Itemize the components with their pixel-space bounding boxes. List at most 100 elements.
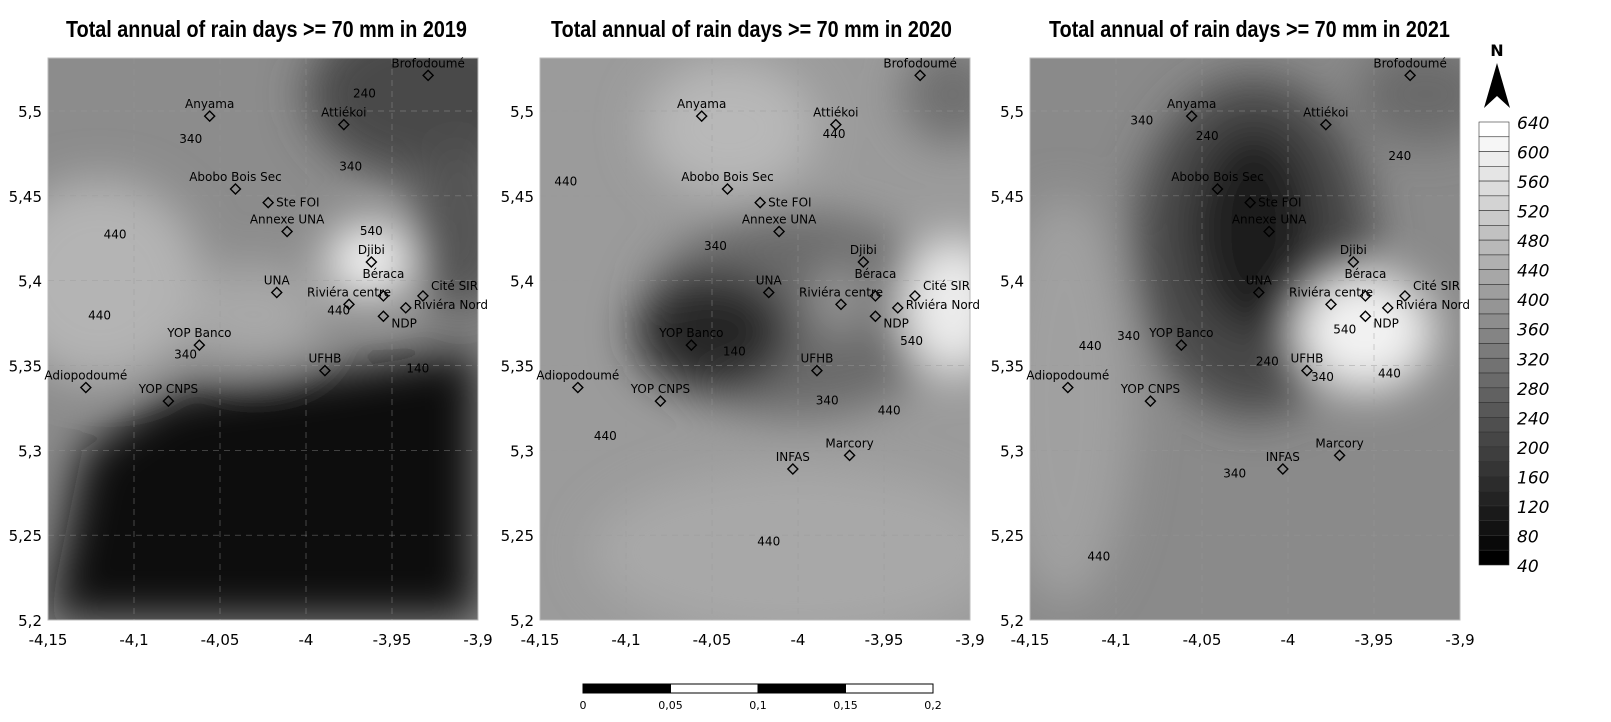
station-label: INFAS <box>776 450 810 464</box>
legend-swatch <box>1478 357 1510 374</box>
diamond-icon <box>1359 310 1372 323</box>
contour-label: 540 <box>360 224 383 238</box>
contour-label: 340 <box>339 159 362 173</box>
legend-swatch <box>1478 505 1510 521</box>
station-label: UNA <box>1246 274 1273 288</box>
rainfall-zone <box>1356 58 1460 145</box>
legend-label: 600 <box>1517 144 1549 164</box>
legend-swatch <box>1478 535 1510 551</box>
diamond-icon <box>571 381 584 394</box>
station-label: NDP <box>883 316 908 330</box>
rainfall-zone <box>1193 127 1314 332</box>
station-marker: YOP Banco <box>658 326 724 352</box>
map-panel-2020: -4,15 -4,1 -4,05 -4 -3,95 -3,9 5,2 5,25 5,3 5,35 5… <box>501 56 985 649</box>
diamond-icon <box>1381 301 1394 314</box>
legend-swatch <box>1478 180 1510 197</box>
station-label: UNA <box>756 274 783 288</box>
diamond-icon <box>416 289 429 302</box>
station-label: Djibi <box>358 243 385 257</box>
diamond-icon <box>1319 118 1332 131</box>
diamond-icon <box>318 364 331 377</box>
diamond-icon <box>377 310 390 323</box>
contour-label: 340 <box>174 348 197 362</box>
station-marker: Brofodoumé <box>1373 56 1447 82</box>
legend-swatch <box>1478 210 1510 226</box>
scale-segment <box>582 683 671 694</box>
x-tick-label: -3,95 <box>373 631 412 649</box>
legend-swatch <box>1478 476 1510 492</box>
legend-swatch <box>1478 343 1510 359</box>
station-label: Annexe UNA <box>1232 212 1307 226</box>
station-marker: INFAS <box>1266 450 1300 475</box>
legend-label: 280 <box>1517 380 1549 400</box>
station-marker: Annexe UNA <box>1232 212 1307 238</box>
station-label: NDP <box>391 316 416 330</box>
y-tick-label: 5,4 <box>18 273 42 291</box>
north-label: N <box>1490 41 1503 60</box>
station-label: Annexe UNA <box>250 212 325 226</box>
y-tick-label: 5,5 <box>1000 103 1024 121</box>
y-tick-label: 5,2 <box>1000 612 1024 630</box>
rainfall-zone <box>1296 272 1435 391</box>
station-label: YOP CNPS <box>138 382 198 396</box>
diamond-icon <box>869 289 882 302</box>
y-tick-label: 5,25 <box>501 527 534 545</box>
legend-swatch <box>1478 431 1510 448</box>
station-marker: Riviéra Nord <box>399 298 488 314</box>
station-marker: YOP Banco <box>166 326 232 352</box>
legend-swatch <box>1478 313 1510 330</box>
diamond-icon <box>377 289 390 302</box>
station-label: Béraca <box>854 267 896 281</box>
diamond-icon <box>843 449 856 462</box>
legend-swatch <box>1478 402 1510 418</box>
map-frame <box>1029 57 1461 621</box>
scale-label: 0,2 <box>924 699 942 712</box>
station-label: Cité SIR <box>1413 279 1460 293</box>
station-label: UNA <box>264 274 291 288</box>
x-tick-label: -3,9 <box>955 631 984 649</box>
rainfall-shading <box>540 58 970 620</box>
legend-label: 400 <box>1517 291 1549 311</box>
rainfall-zone <box>901 58 970 145</box>
contour-label: 440 <box>1378 366 1401 380</box>
north-arrow-icon <box>1484 63 1510 108</box>
north-arrow: N <box>1484 41 1510 108</box>
x-tick-label: -3,9 <box>1445 631 1474 649</box>
station-label: Brofodoumé <box>883 56 956 70</box>
station-marker: UFHB <box>308 352 341 377</box>
x-tick-label: -4 <box>1281 631 1296 649</box>
diamond-icon <box>399 301 412 314</box>
contour-label: 240 <box>1196 129 1219 143</box>
station-label: Abobo Bois Sec <box>189 170 282 184</box>
station-label: YOP Banco <box>166 326 231 340</box>
diamond-icon <box>1263 225 1276 238</box>
station-label: Annexe UNA <box>742 212 817 226</box>
diamond-icon <box>857 256 870 268</box>
station-label: Riviéra centre <box>307 285 391 299</box>
diamond-icon <box>721 183 734 196</box>
y-tick-label: 5,45 <box>501 188 534 206</box>
x-tick-label: -4,15 <box>1011 631 1050 649</box>
legend-label: 200 <box>1517 439 1549 459</box>
legend-label: 520 <box>1517 203 1549 223</box>
station-marker: Riviéra Nord <box>891 298 980 314</box>
station-marker: Marcory <box>825 436 874 462</box>
station-label: Attiékoi <box>813 106 858 120</box>
x-tick-label: -4 <box>791 631 806 649</box>
legend-label: 560 <box>1517 173 1549 193</box>
station-marker: Anyama <box>677 97 726 123</box>
x-tick-label: -3,9 <box>463 631 492 649</box>
diamond-icon <box>1398 289 1411 302</box>
diamond-icon <box>1276 463 1289 475</box>
y-tick-label: 5,45 <box>991 188 1024 206</box>
rainfall-zone <box>306 58 478 179</box>
rainfall-zone <box>409 144 478 315</box>
diamond-icon <box>829 118 842 131</box>
x-tick-label: -4,05 <box>1183 631 1222 649</box>
contour-label: 140 <box>406 361 429 375</box>
scale-label: 0 <box>580 699 587 712</box>
rainfall-zone <box>185 263 324 366</box>
scale-label: 0,15 <box>833 699 858 712</box>
contour-label: 340 <box>704 239 727 253</box>
station-label: YOP CNPS <box>1120 382 1180 396</box>
